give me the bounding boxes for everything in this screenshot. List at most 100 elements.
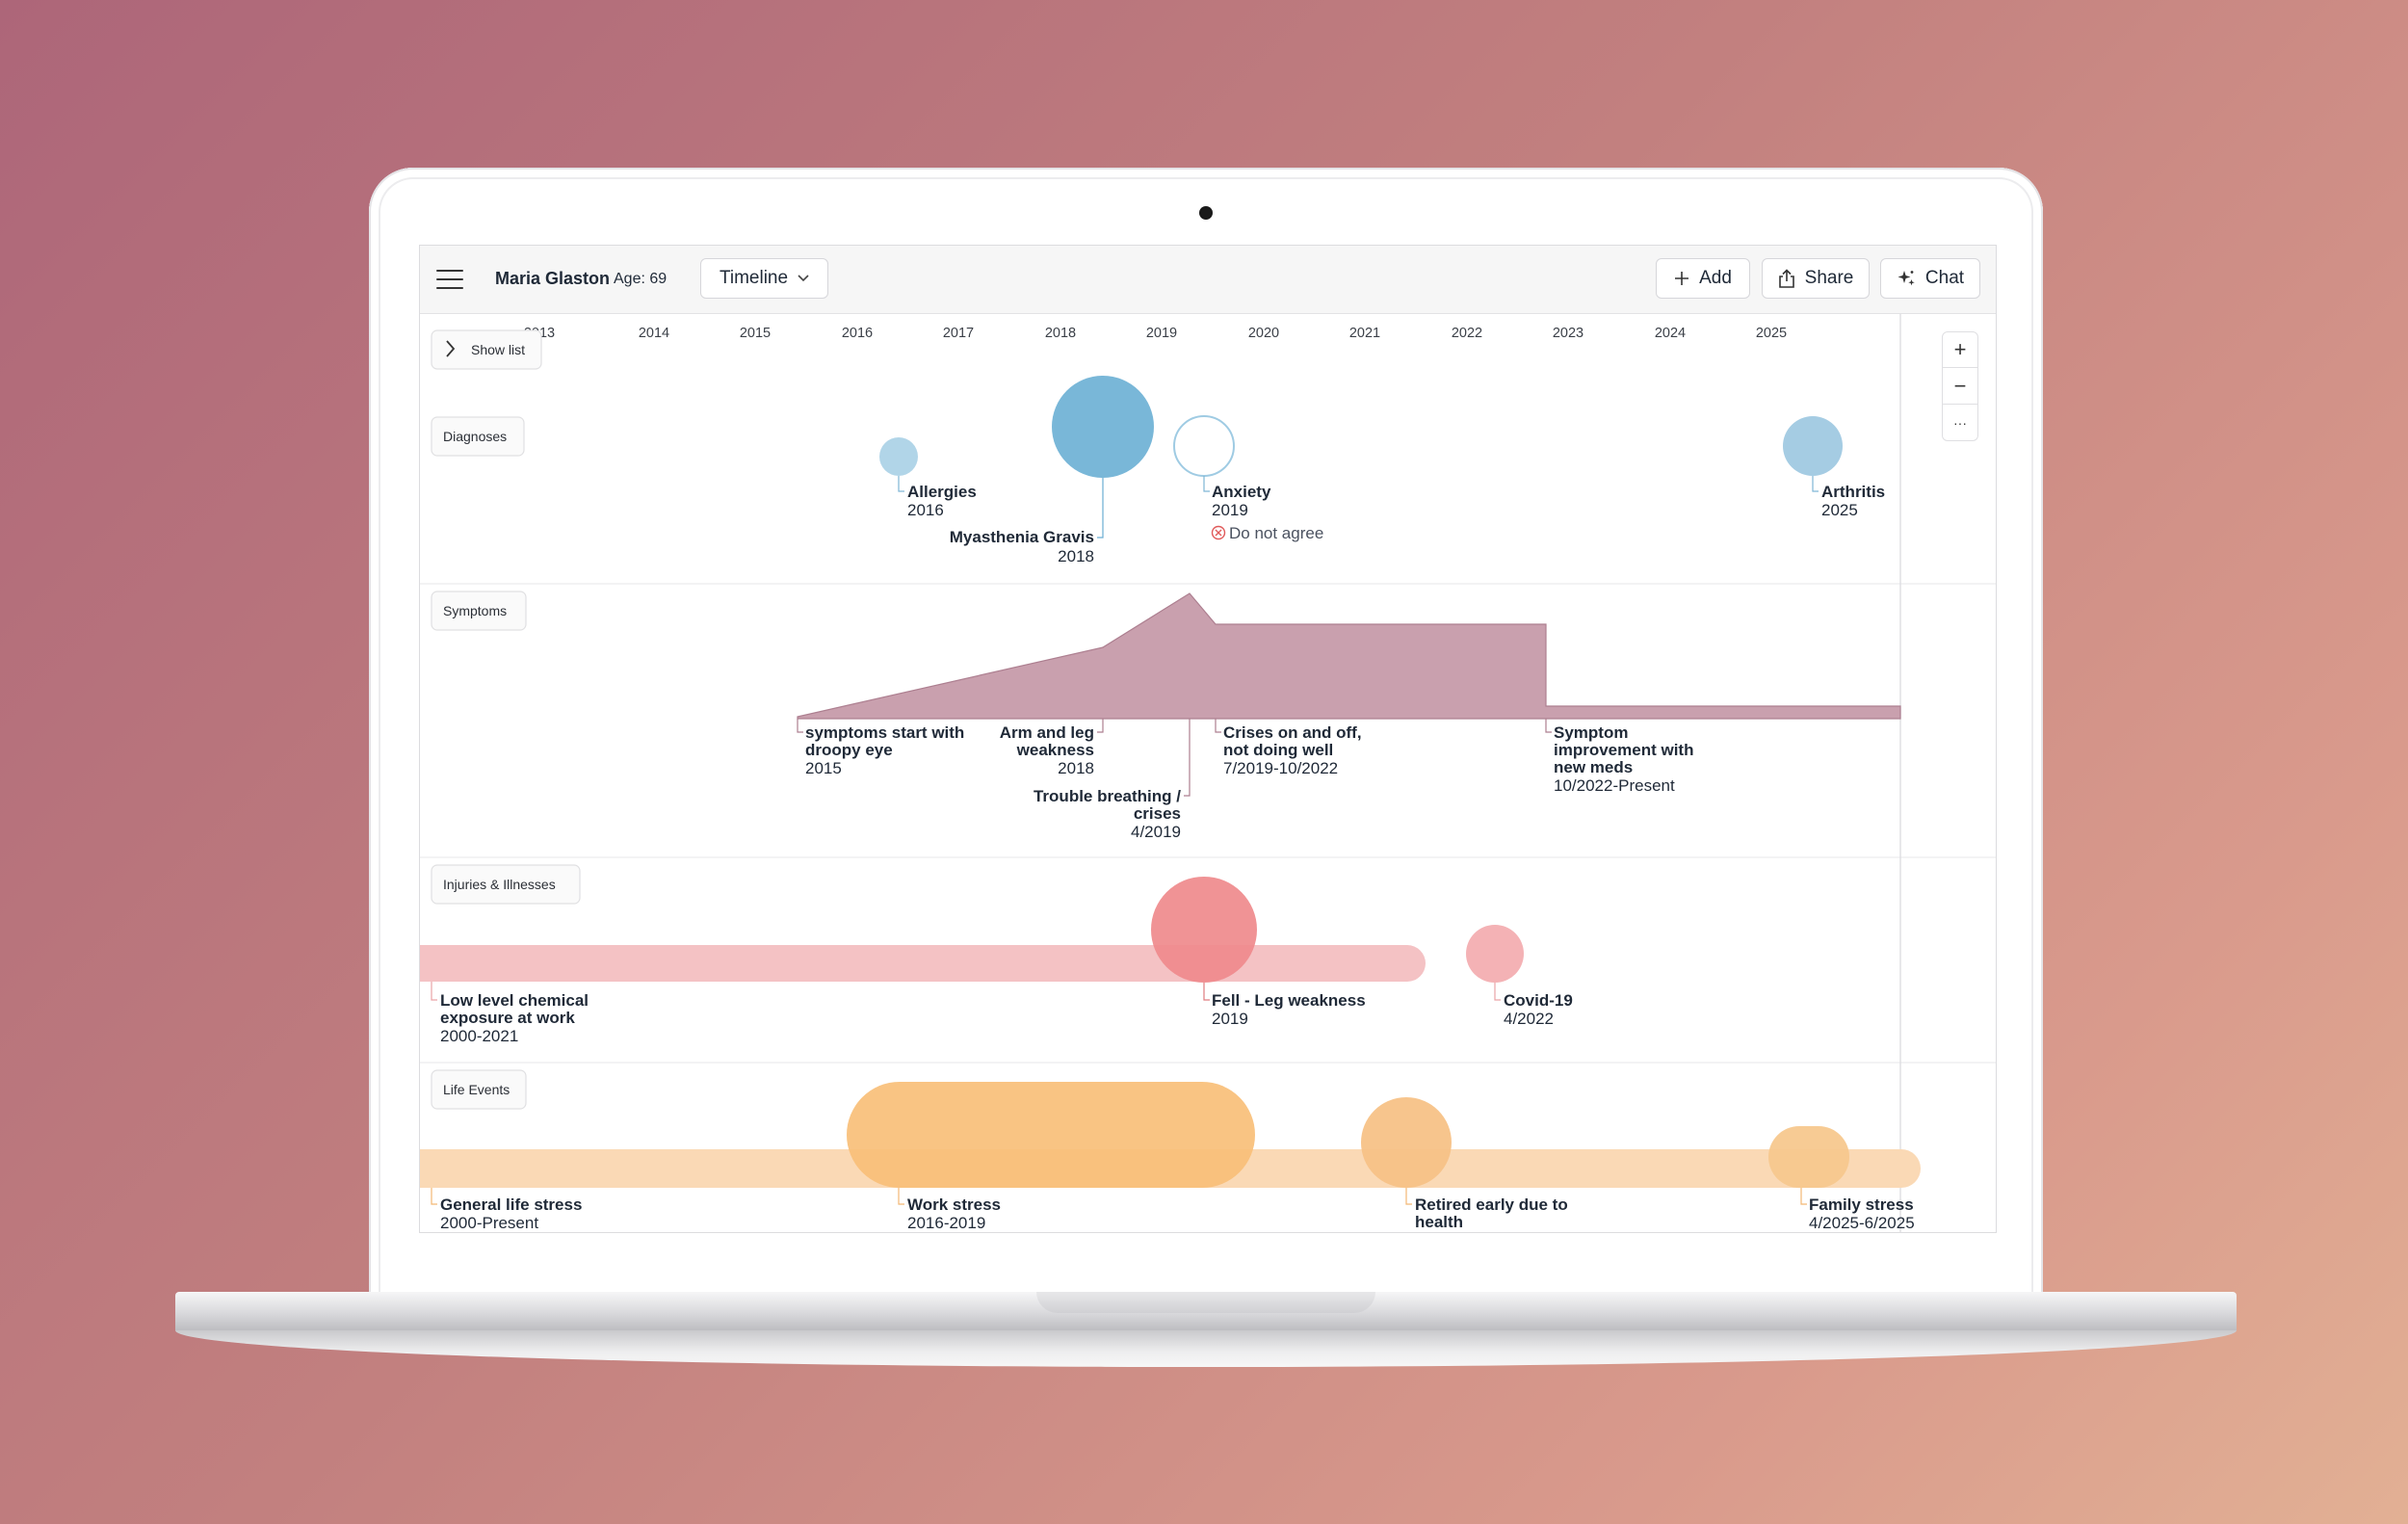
injury-bubble[interactable] <box>1466 925 1524 983</box>
symptom-crises-on-off[interactable]: Crises on and off, not doing well 7/2019… <box>1215 719 1362 777</box>
chat-button-label: Chat <box>1924 268 1965 288</box>
injury-bubble[interactable] <box>1151 877 1257 983</box>
show-list-label: Show list <box>471 342 525 357</box>
patient-name: Maria Glaston <box>495 269 611 288</box>
injury-name: Covid-19 <box>1504 991 1573 1010</box>
view-select-value: Timeline <box>719 268 789 288</box>
share-button-label: Share <box>1804 268 1854 288</box>
diagnosis-arthritis[interactable]: Arthritis 2025 <box>1783 416 1885 519</box>
diagnosis-bubble[interactable] <box>1052 376 1154 478</box>
symptom-name: Trouble breathing / <box>1034 787 1181 805</box>
diagnosis-date: 2018 <box>1058 547 1094 565</box>
view-select[interactable]: Timeline <box>700 258 828 299</box>
life-event-name: Family stress <box>1809 1196 1914 1214</box>
lane-injuries-illnesses: Injuries & Illnesses Low level chemical … <box>420 864 1573 1045</box>
leader-line <box>1097 478 1104 539</box>
laptop-notch <box>1036 1292 1375 1313</box>
year-tick: 2019 <box>1146 326 1177 341</box>
injury-fell-leg-weakness[interactable]: Fell - Leg weakness 2019 <box>1151 877 1366 1028</box>
lane-label: Injuries & Illnesses <box>443 877 556 892</box>
diagnosis-name: Anxiety <box>1212 483 1271 501</box>
symptom-date: 2018 <box>1058 759 1094 777</box>
life-event-date: 2000-Present <box>440 1214 538 1232</box>
diagnosis-bubble[interactable] <box>1173 415 1235 477</box>
year-tick: 2020 <box>1248 326 1279 341</box>
injury-name: Low level chemical <box>440 991 589 1010</box>
symptom-name: droopy eye <box>805 741 893 759</box>
year-tick: 2021 <box>1349 326 1380 341</box>
year-tick: 2017 <box>943 326 974 341</box>
chat-button[interactable]: Chat <box>1880 258 1980 299</box>
add-button[interactable]: Add <box>1656 258 1750 299</box>
life-event-work-stress[interactable]: Work stress 2016-2019 <box>847 1082 1255 1232</box>
diagnosis-anxiety[interactable]: Anxiety 2019 Do not agree <box>1173 415 1323 542</box>
diagnosis-name: Myasthenia Gravis <box>950 528 1094 546</box>
life-event-bubble[interactable] <box>1361 1097 1452 1188</box>
leader-line <box>1184 719 1191 797</box>
diagnosis-name: Allergies <box>907 483 977 501</box>
leader-line <box>431 982 437 1001</box>
year-tick: 2025 <box>1756 326 1787 341</box>
diagnosis-allergies[interactable]: Allergies 2016 <box>879 437 977 519</box>
life-event-date: 2016-2019 <box>907 1214 985 1232</box>
injury-range-bar[interactable] <box>420 945 1426 982</box>
year-tick: 2016 <box>842 326 873 341</box>
symptom-trouble-breathing[interactable]: Trouble breathing / crises 4/2019 <box>1034 719 1191 841</box>
life-event-range-bar[interactable] <box>1768 1126 1849 1188</box>
diagnosis-myasthenia-gravis[interactable]: Myasthenia Gravis 2018 <box>950 376 1154 565</box>
symptom-droopy-eye[interactable]: symptoms start with droopy eye 2015 <box>797 719 964 777</box>
lane-label-chip[interactable]: Diagnoses <box>431 416 525 457</box>
diagnosis-bubble[interactable] <box>879 437 918 476</box>
leader-line <box>898 476 904 492</box>
lane-label-chip[interactable]: Injuries & Illnesses <box>431 864 581 905</box>
diagnosis-date: 2019 <box>1212 501 1248 519</box>
leader-line <box>1215 719 1221 733</box>
year-tick: 2022 <box>1452 326 1482 341</box>
show-list-button[interactable]: Show list <box>431 329 542 370</box>
leader-line <box>797 719 803 733</box>
life-event-retired-early[interactable]: Retired early due to health 2021 <box>1361 1097 1568 1232</box>
injury-date: 2019 <box>1212 1010 1248 1028</box>
leader-line <box>1545 719 1552 733</box>
symptom-date: 7/2019-10/2022 <box>1223 759 1338 777</box>
lane-label-chip[interactable]: Symptoms <box>431 591 527 631</box>
symptom-improvement[interactable]: Symptom improvement with new meds 10/202… <box>1545 719 1693 795</box>
leader-line <box>898 1188 904 1205</box>
plus-icon <box>1675 272 1689 285</box>
diagnosis-date: 2016 <box>907 501 944 519</box>
chevron-down-icon <box>798 275 809 282</box>
symptom-severity-area[interactable] <box>797 592 1901 720</box>
zoom-out-button[interactable]: − <box>1942 368 1978 405</box>
ellipsis-icon: ··· <box>1953 414 1967 431</box>
leader-line <box>1405 1188 1412 1205</box>
share-button[interactable]: Share <box>1762 258 1870 299</box>
injury-covid-19[interactable]: Covid-19 4/2022 <box>1466 925 1573 1028</box>
symptom-name: Symptom <box>1554 723 1628 742</box>
diagnosis-bubble[interactable] <box>1783 416 1843 476</box>
symptom-date: 4/2019 <box>1131 823 1181 841</box>
zoom-in-button[interactable]: + <box>1942 331 1978 368</box>
injury-date: 2000-2021 <box>440 1027 518 1045</box>
more-options-button[interactable]: ··· <box>1942 405 1978 441</box>
chevron-right-icon <box>446 340 456 357</box>
lane-label-chip[interactable]: Life Events <box>431 1069 527 1110</box>
life-event-family-stress[interactable]: Family stress 4/2025-6/2025 <box>1768 1126 1915 1232</box>
symptom-name: improvement with <box>1554 741 1693 759</box>
lane-diagnoses: Diagnoses Allergies 2016 Myasthenia Grav… <box>431 376 1885 565</box>
life-event-date: 4/2025-6/2025 <box>1809 1214 1915 1232</box>
hamburger-menu-icon[interactable] <box>436 270 463 289</box>
symptom-name: Arm and leg <box>1000 723 1094 742</box>
year-tick: 2018 <box>1045 326 1076 341</box>
lane-life-events: Life Events General life stress 2000-Pre… <box>420 1069 1921 1232</box>
timeline-chart: 2013 2014 2015 2016 2017 2018 2019 2020 … <box>420 314 1996 1232</box>
symptom-arm-leg-weakness[interactable]: Arm and leg weakness 2018 <box>1000 719 1104 777</box>
share-icon <box>1778 269 1794 288</box>
year-tick: 2015 <box>740 326 771 341</box>
disagree-icon <box>1211 525 1226 540</box>
life-event-name: Work stress <box>907 1196 1001 1214</box>
minus-icon: − <box>1953 373 1967 398</box>
lane-label: Life Events <box>443 1082 510 1097</box>
sparkle-icon <box>1898 271 1915 286</box>
lane-symptoms: Symptoms symptoms start with droopy eye … <box>431 591 1901 841</box>
life-event-range-bar[interactable] <box>847 1082 1255 1188</box>
